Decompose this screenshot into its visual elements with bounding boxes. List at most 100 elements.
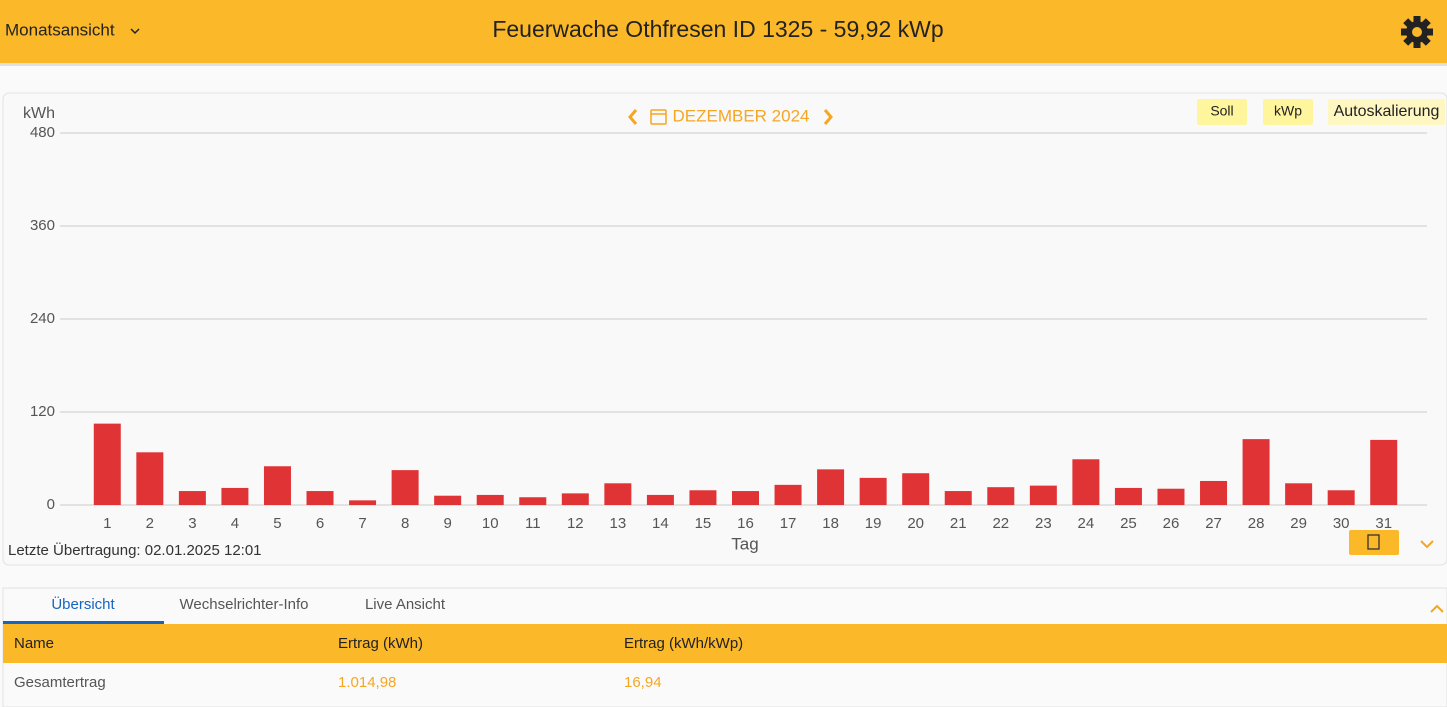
bar [1242,439,1270,505]
bar [987,487,1015,505]
x-tick-label: 27 [1205,515,1222,532]
bar [1114,487,1142,505]
x-tick-label: 10 [482,515,499,532]
x-tick-label: 31 [1375,515,1392,532]
bar [349,500,377,505]
x-tick-label: 6 [316,515,324,532]
bar [306,491,334,505]
bar [604,483,632,505]
x-tick-label: 4 [231,515,239,532]
x-tick-label: 28 [1248,515,1265,532]
bar [689,490,717,505]
toggle-button[interactable] [1197,99,1247,125]
bar [561,493,589,505]
table-column: Name [14,635,54,652]
table-cell: 1.014,98 [338,674,396,691]
tab-underline [3,621,164,624]
last-transfer: Letzte Übertragung: 02.01.2025 12:01 [8,541,262,559]
bar [859,477,887,505]
table-header [3,624,1447,663]
x-tick-label: 29 [1290,515,1307,532]
bar [1370,439,1398,505]
bar [136,452,164,505]
next-month[interactable] [823,109,833,125]
table-cell: 16,94 [624,674,662,691]
x-tick-label: 16 [737,515,754,532]
bar [434,495,462,505]
tab[interactable]: Live Ansicht [365,596,446,613]
bar [1285,483,1313,505]
bar [774,484,802,505]
bar [902,473,930,505]
x-tick-label: 12 [567,515,584,532]
x-tick-label: 24 [1078,515,1095,532]
x-tick-label: 11 [525,515,541,532]
tab[interactable]: Wechselrichter-Info [180,596,309,613]
view-chevron[interactable] [130,28,140,35]
view-select[interactable]: Monatsansicht [5,20,115,39]
bar [646,494,674,505]
bar [519,497,547,505]
bar [178,491,206,505]
bar [944,491,972,505]
export-button[interactable] [1349,530,1399,555]
toggle-label[interactable]: kWp [1274,103,1302,119]
bar [732,491,759,505]
calendar-icon [650,109,667,125]
bar [221,487,249,505]
page-title: Feuerwache Othfresen ID 1325 - 59,92 kWp [492,16,943,42]
x-tick-label: 19 [865,515,882,532]
collapse-chevron[interactable] [1430,604,1444,613]
bar [1327,490,1355,505]
prev-month[interactable] [628,109,638,125]
bar [391,470,419,505]
header-shadow [0,63,1447,66]
export-icon [1367,534,1380,550]
bar [1072,459,1100,505]
x-tick-label: 17 [780,515,797,532]
toggle-button[interactable] [1328,99,1445,125]
x-tick-label: 8 [401,515,409,532]
x-tick-label: 2 [146,515,154,532]
x-tick-label: 23 [1035,515,1052,532]
x-tick-label: 30 [1333,515,1350,532]
y-tick-label: 240 [30,310,55,327]
y-tick-label: 360 [30,217,55,234]
x-tick-label: 14 [652,515,669,532]
table-cell: Gesamtertrag [14,674,106,691]
x-tick-label: 22 [992,515,1009,532]
x-tick-label: 9 [443,515,451,532]
x-axis-label: Tag [731,534,758,553]
y-tick-label: 120 [30,403,55,420]
x-tick-label: 25 [1120,515,1137,532]
x-tick-label: 3 [188,515,196,532]
bar [263,466,291,505]
x-tick-label: 15 [695,515,712,532]
x-tick-label: 13 [610,515,627,532]
table-column: Ertrag (kWh/kWp) [624,635,743,652]
x-tick-label: 26 [1163,515,1180,532]
x-tick-label: 1 [103,515,111,532]
bar [817,469,845,505]
y-axis-label: kWh [23,105,55,122]
x-tick-label: 7 [358,515,366,532]
expand-chevron[interactable] [1420,540,1434,549]
table-column: Ertrag (kWh) [338,635,423,652]
bar [1157,488,1185,505]
toggle-label[interactable]: Soll [1210,103,1233,119]
x-tick-label: 5 [273,515,281,532]
toggle-label[interactable]: Autoskalierung [1334,103,1440,120]
bar [93,423,121,505]
bar [476,494,504,505]
chart-card [2,92,1447,566]
bar [1200,480,1228,505]
tab[interactable]: Übersicht [51,595,115,613]
settings-icon[interactable] [1401,16,1433,48]
chart-title: DEZEMBER 2024 [673,106,810,125]
toggle-button[interactable] [1263,99,1313,125]
x-tick-label: 21 [950,515,967,532]
bar [1029,485,1057,505]
x-tick-label: 20 [907,515,924,532]
x-tick-label: 18 [822,515,839,532]
